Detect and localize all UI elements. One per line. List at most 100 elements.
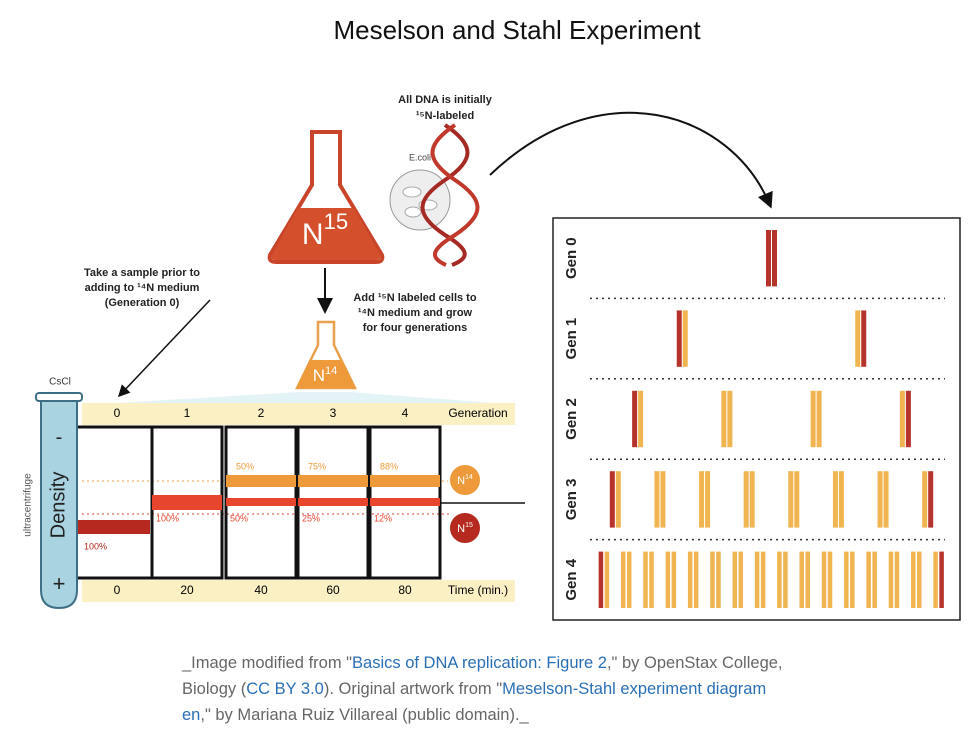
tube <box>40 399 78 610</box>
dna-bar <box>794 471 800 528</box>
dna-bar <box>643 551 648 608</box>
dna-bar <box>905 390 911 448</box>
flask-small-label: N14 <box>313 365 338 386</box>
tube-side: ultracentrifuge <box>23 473 34 537</box>
note-line: for four generations <box>363 322 468 334</box>
percent: 75% <box>308 461 326 471</box>
gen-label: Gen 2 <box>563 398 580 440</box>
gen-label: Gen 3 <box>563 479 580 521</box>
caption-text: ," by OpenStax College, Biology ( <box>182 654 783 698</box>
dna-bar <box>604 551 610 608</box>
arrow <box>117 299 211 398</box>
dna-bar <box>844 551 849 608</box>
dna-bar <box>894 551 900 608</box>
dna-bar <box>676 310 682 367</box>
dna-bar <box>877 471 883 528</box>
dna-bar <box>710 551 715 608</box>
note-line: (Generation 0) <box>105 297 180 309</box>
time-label: Time (min.) <box>448 583 508 597</box>
generation: 1 <box>184 406 191 420</box>
gen-label: Gen 4 <box>563 558 580 600</box>
percent: 100% <box>84 541 107 551</box>
dna-bar <box>838 471 844 528</box>
time: 40 <box>254 583 268 597</box>
flask-large-label: N15 <box>302 209 348 251</box>
dna-bar <box>743 471 749 528</box>
dna-bar <box>928 471 934 528</box>
dna-bar <box>727 390 733 448</box>
caption-text: ). Original artwork from " <box>323 680 503 698</box>
caption-link[interactable]: Meselson-Stahl experiment diagram en <box>182 680 767 724</box>
dna-bar <box>922 471 928 528</box>
percent: 25% <box>302 513 320 523</box>
tube-panel <box>74 425 154 580</box>
dna-bar <box>649 551 654 608</box>
caption: _Image modified from "Basics of DNA repl… <box>182 650 792 728</box>
dna-bar <box>766 230 771 287</box>
gen-label: Gen 0 <box>563 237 580 279</box>
gen-label: Gen 1 <box>563 318 580 360</box>
dna-bar <box>754 551 760 608</box>
dna-bar <box>899 390 905 448</box>
band-light <box>298 475 368 487</box>
dna-bar <box>682 310 688 367</box>
sample-note: Take a sample prior to adding to ¹⁴N medi… <box>84 267 200 309</box>
dna-bar <box>855 310 861 367</box>
caption-link[interactable]: CC BY 3.0 <box>246 680 324 698</box>
note-line: Take a sample prior to <box>84 267 200 279</box>
dna-bar <box>760 551 766 608</box>
badge-light <box>448 463 482 497</box>
isotope: 14 <box>325 365 337 377</box>
dna-bar <box>866 551 871 608</box>
dna-bar <box>872 551 877 608</box>
dna-bar <box>810 390 816 448</box>
time: 80 <box>398 583 412 597</box>
dna-strand <box>430 123 480 267</box>
dna-bar <box>609 471 615 528</box>
dna-bar <box>638 390 644 448</box>
badge-light-label: N14 <box>457 474 473 487</box>
dna-bar <box>911 551 916 608</box>
band-hybrid <box>370 498 440 506</box>
dna-bar <box>620 551 626 608</box>
note: All DNA is initially <box>398 94 493 106</box>
dna-bar <box>693 551 699 608</box>
caption-text: _Image modified from " <box>182 654 353 672</box>
dna-bar <box>933 551 938 608</box>
title: Meselson and Stahl Experiment <box>333 15 701 45</box>
dna-bar <box>888 551 894 608</box>
note-line: Add ¹⁵N labeled cells to <box>353 292 476 304</box>
dna-bar <box>687 551 693 608</box>
percent: 88% <box>380 461 398 471</box>
dna-bar <box>738 551 744 608</box>
flask-small-liquid <box>297 360 355 388</box>
element: N <box>302 218 324 251</box>
caption-text: ," by Mariana Ruiz Villareal (public dom… <box>200 706 529 724</box>
dna-bar <box>788 471 794 528</box>
band-light <box>370 475 440 487</box>
dna-bar <box>626 551 632 608</box>
note-line: ¹⁴N medium and grow <box>358 307 473 319</box>
element: N <box>457 523 465 535</box>
dna-bar <box>861 310 867 367</box>
generation: 3 <box>330 406 337 420</box>
dna-strand <box>420 123 470 267</box>
note: ¹⁵N-labeled <box>416 110 474 122</box>
ecoli-label: E.coli <box>409 152 431 162</box>
time: 20 <box>180 583 194 597</box>
dna-bar <box>917 551 922 608</box>
dna-bar <box>883 471 889 528</box>
dna-bar <box>821 551 827 608</box>
grow-note: Add ¹⁵N labeled cells to ¹⁴N medium and g… <box>353 292 476 334</box>
note-line: adding to ¹⁴N medium <box>85 282 200 294</box>
generation: 4 <box>402 406 409 420</box>
dna-bar <box>716 551 721 608</box>
time-row <box>82 580 515 602</box>
dna-bar <box>665 551 671 608</box>
dna-bar <box>671 551 677 608</box>
dna-bar <box>721 390 727 448</box>
percent: 50% <box>236 461 254 471</box>
caption-link[interactable]: Basics of DNA replication: Figure 2 <box>352 654 607 672</box>
dna-bar <box>598 551 604 608</box>
tube-axis: Density <box>47 472 69 539</box>
